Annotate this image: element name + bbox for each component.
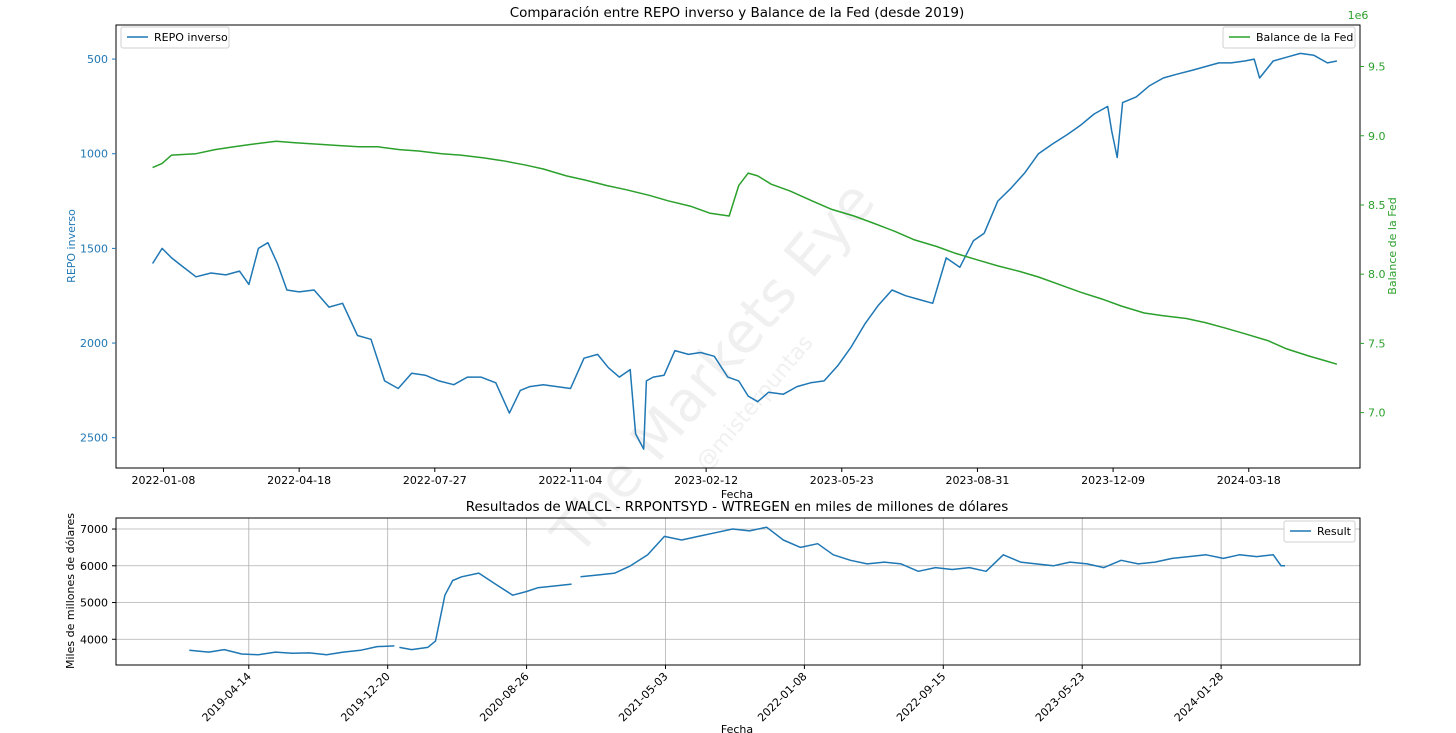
top-x-tick-label: 2023-05-23 [810,474,874,487]
top-y-right-tick-label: 8.0 [1368,268,1386,281]
bottom-x-axis: 2019-04-14 2019-12-20 2020-08-26 2021-05-03… [200,665,1226,724]
top-y-right-tick-label: 9.0 [1368,130,1386,143]
balance-fed-line [152,140,1338,365]
bottom-grid [116,518,1360,665]
bottom-x-tick-label: 2024-01-28 [1172,670,1226,724]
top-y-right-tick-label: 8.5 [1368,199,1386,212]
bottom-x-tick-label: 2022-09-15 [894,670,948,724]
top-y-right-tick-label: 7.5 [1368,337,1386,350]
top-x-tick-label: 2024-03-18 [1217,474,1281,487]
top-y-axis-right: 7.0 7.5 8.0 8.5 9.0 9.5 [1360,61,1386,420]
legend-balance-label: Balance de la Fed [1256,31,1353,44]
bottom-x-tick-label: 2019-04-14 [200,670,254,724]
top-x-tick-label: 2022-01-08 [132,474,196,487]
top-y-right-tick-label: 9.5 [1368,61,1386,74]
legend-result-label: Result [1317,525,1352,538]
top-x-axis-label: Fecha [721,488,753,501]
bottom-x-tick-label: 2021-05-03 [616,670,670,724]
legend-repo-label: REPO inverso [154,31,228,44]
top-y-left-tick-label: 500 [87,53,108,66]
top-plot-frame [115,24,1361,469]
repo-inverso-line [151,52,1338,450]
top-y-axis-right-offset: 1e6 [1348,9,1369,22]
bottom-y-tick-label: 7000 [80,523,108,536]
bottom-y-tick-label: 4000 [80,633,108,646]
bottom-plot-frame [115,517,1361,666]
top-chart: Comparación entre REPO inverso y Balance… [65,5,1399,501]
legend-balance: Balance de la Fed [1222,26,1356,49]
top-x-tick-label: 2023-12-09 [1081,474,1145,487]
top-x-axis: 2022-01-08 2022-04-18 2022-07-27 2022-11-04… [132,468,1281,487]
top-x-tick-label: 2023-08-31 [945,474,1009,487]
bottom-series-layer [189,526,1285,656]
bottom-y-axis-label: Miles de millones de dólares [64,513,77,669]
top-x-tick-label: 2022-07-27 [403,474,467,487]
top-y-axis-right-label: Balance de la Fed [1386,197,1399,294]
result-line [189,526,1285,656]
watermark: The Markets Eye @misterpuntas [539,169,888,567]
bottom-chart-title: Resultados de WALCL - RRPONTSYD - WTREGE… [466,499,1009,515]
top-y-axis-left-label: REPO inverso [65,209,78,283]
top-x-tick-label: 2022-04-18 [267,474,331,487]
bottom-x-axis-label: Fecha [721,723,753,733]
top-y-right-tick-label: 7.0 [1368,407,1386,420]
bottom-x-tick-label: 2020-08-26 [477,670,531,724]
bottom-x-tick-label: 2023-05-23 [1033,670,1087,724]
bottom-x-tick-label: 2019-12-20 [338,670,392,724]
top-y-axis-left: 500 1000 1500 2000 2500 [80,53,116,445]
bottom-y-tick-label: 6000 [80,560,108,573]
top-x-tick-label: 2023-02-12 [674,474,738,487]
top-x-tick-label: 2022-11-04 [538,474,602,487]
legend-result: Result [1283,520,1356,543]
top-y-left-tick-label: 1500 [80,242,108,255]
bottom-y-axis: 4000 5000 6000 7000 [80,523,116,646]
bottom-y-tick-label: 5000 [80,597,108,610]
legend-repo: REPO inverso [120,26,230,49]
bottom-chart: Resultados de WALCL - RRPONTSYD - WTREGE… [64,499,1361,733]
top-y-left-tick-label: 1000 [80,148,108,161]
top-chart-title: Comparación entre REPO inverso y Balance… [510,5,965,21]
top-y-left-tick-label: 2500 [80,432,108,445]
top-series-layer [151,52,1338,450]
top-y-left-tick-label: 2000 [80,337,108,350]
bottom-x-tick-label: 2022-01-08 [755,670,809,724]
